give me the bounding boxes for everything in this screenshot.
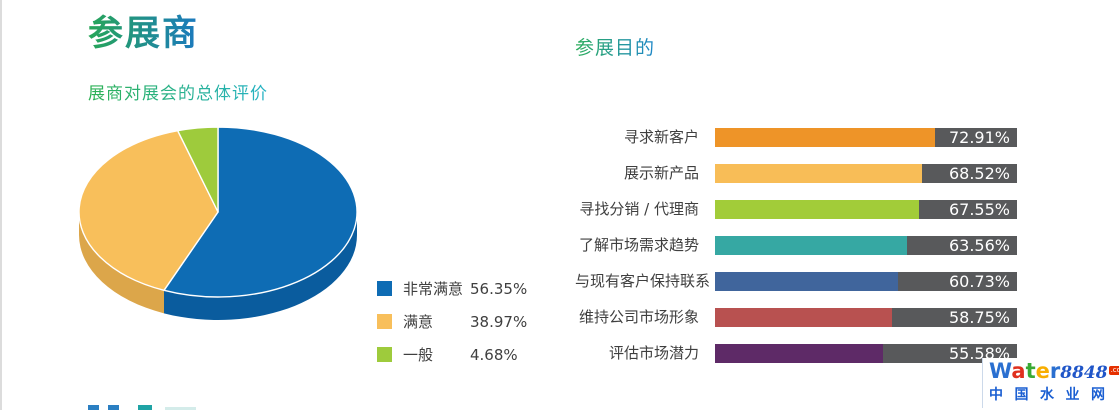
bar-fill [715,164,922,183]
bar-fill [715,344,883,363]
pie-chart [77,125,359,322]
bar-track: 68.52% [715,164,1017,183]
legend-item: 一般 4.68% [377,345,547,364]
cutoff-glyph-top [108,405,119,410]
legend-value: 38.97% [470,312,528,331]
legend-swatch [377,281,392,296]
bar-category-label: 与现有客户保持联系 [575,272,711,290]
bar-track: 67.55% [715,200,1017,219]
pie-slice [78,129,219,292]
bar-chart: 寻求新客户 72.91% 展示新产品 68.52% 寻找分销 / 代理商 67.55% 了解… [575,128,1033,363]
logo-tld-badge: .com [1108,365,1119,375]
cutoff-glyph-top [88,405,99,410]
cutoff-glyph-top [165,407,196,410]
bar-track: 60.73% [715,272,1017,291]
bar-track: 55.58% [715,344,1017,363]
cutoff-glyph-top [138,405,152,410]
legend-swatch [377,314,392,329]
water8848-logo[interactable]: Water8848.com 中国水业网 [982,358,1119,408]
pie-slice-side [164,212,358,320]
logo-letter: e [1035,359,1050,383]
logo-letter: a [1011,359,1026,383]
pie-legend: 非常满意 56.35% 满意 38.97% 一般 4.68% [377,279,547,380]
bar-track: 63.56% [715,236,1017,255]
logo-tagline: 中国水业网 [989,387,1117,403]
logo-wordmark: Water [989,360,1060,382]
bar-value-label: 67.55% [948,200,1010,219]
legend-label: 一般 [403,346,434,364]
bar-row: 评估市场潜力 55.58% [575,344,1033,363]
legend-value: 56.35% [470,279,528,298]
legend-item: 满意 38.97% [377,312,547,331]
bar-row: 与现有客户保持联系 60.73% [575,272,1033,291]
bar-category-label: 维持公司市场形象 [578,308,699,326]
bar-row: 展示新产品 68.52% [575,164,1033,183]
bar-value-label: 58.75% [948,308,1010,327]
legend-swatch [377,347,392,362]
logo-number: 8848 [1060,363,1108,383]
bar-chart-title: 参展目的 [575,33,655,60]
bar-row: 维持公司市场形象 58.75% [575,308,1033,327]
bar-value-label: 72.91% [948,128,1010,147]
bar-value-label: 63.56% [948,236,1010,255]
pie-chart-title: 展商对展会的总体评价 [88,79,268,104]
pie-slice-side [79,212,165,314]
bar-fill [715,308,893,327]
legend-value: 4.68% [470,345,518,364]
bar-fill [715,272,899,291]
bar-track: 58.75% [715,308,1017,327]
page-title: 参展商 [88,5,199,56]
pie-slice [177,126,219,213]
bar-row: 寻求新客户 72.91% [575,128,1033,147]
logo-letter: W [989,359,1012,383]
legend-label: 满意 [403,313,434,331]
logo-letter: r [1049,359,1061,383]
bar-row: 了解市场需求趋势 63.56% [575,236,1033,255]
bar-track: 72.91% [715,128,1017,147]
logo-brand-text: Water8848.com [989,360,1119,384]
next-section-heading-cutoff [0,403,300,410]
page-edge-divider [0,0,2,410]
bar-fill [715,236,907,255]
bar-category-label: 了解市场需求趋势 [578,236,699,254]
bar-value-label: 68.52% [948,164,1010,183]
pie-slice [163,126,358,298]
bar-category-label: 寻求新客户 [623,128,699,146]
bar-value-label: 60.73% [948,272,1010,291]
legend-label: 非常满意 [403,280,464,298]
legend-item: 非常满意 56.35% [377,279,547,298]
bar-category-label: 评估市场潜力 [608,344,699,362]
bar-row: 寻找分销 / 代理商 67.55% [575,200,1033,219]
pie-chart-svg [78,126,358,320]
bar-fill [715,128,936,147]
bar-category-label: 展示新产品 [623,164,699,182]
bar-fill [715,200,919,219]
logo-letter: t [1025,359,1036,383]
bar-category-label: 寻找分销 / 代理商 [579,200,699,218]
